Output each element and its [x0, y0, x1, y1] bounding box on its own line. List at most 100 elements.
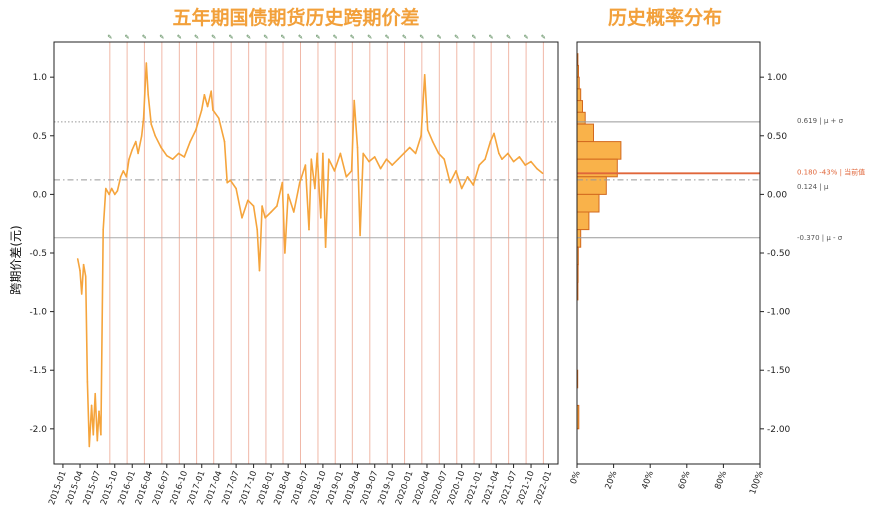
spread-data-point — [98, 410, 100, 413]
spread-data-point — [229, 179, 232, 182]
roll-marker-label: ✎ — [177, 34, 182, 41]
spread-data-point — [125, 176, 128, 178]
roll-marker-label: ✎ — [246, 34, 251, 41]
y-tick-label: -1.0 — [29, 308, 47, 318]
spread-data-point — [145, 62, 148, 64]
y-tick-label: -0.5 — [29, 249, 47, 259]
y-tick-label: 1.0 — [33, 73, 48, 83]
spread-data-point — [478, 164, 481, 166]
spread-data-point — [324, 246, 327, 248]
spread-data-point — [333, 170, 336, 172]
spread-data-point — [512, 160, 515, 163]
spread-data-point — [154, 135, 156, 137]
spread-data-point — [507, 152, 509, 155]
spread-data-point — [226, 181, 228, 184]
spread-data-point — [353, 99, 356, 102]
spread-data-point — [368, 160, 370, 163]
hist-x-tick-label: 20% — [604, 470, 620, 491]
roll-marker-label: ✎ — [419, 34, 424, 41]
spread-data-point — [501, 158, 503, 160]
histogram-bar — [576, 88, 582, 102]
y-tick-label: 0.0 — [33, 190, 48, 200]
roll-marker-label: ✎ — [229, 34, 234, 41]
roll-marker-label: ✎ — [541, 34, 546, 41]
spread-data-point — [105, 187, 107, 190]
spread-data-point — [322, 152, 324, 155]
spread-data-point — [200, 109, 203, 111]
roll-marker-label: ✎ — [159, 34, 164, 41]
spread-data-point — [524, 164, 527, 166]
spread-data-point — [110, 187, 113, 190]
spread-data-point — [472, 184, 475, 186]
hist-x-tick-label: 60% — [677, 470, 693, 491]
spread-data-point — [276, 205, 278, 207]
spread-data-point — [304, 164, 307, 166]
spread-data-point — [247, 199, 249, 202]
spread-data-point — [284, 252, 286, 254]
roll-marker-label: ✎ — [524, 34, 529, 41]
spread-data-point — [310, 158, 313, 160]
spread-data-point — [166, 154, 168, 157]
distribution-plot: 0.619 | μ + σ 0.124 | μ -0.370 | μ - σ 0.18… — [569, 41, 865, 496]
spread-data-point — [86, 381, 89, 383]
spread-data-point — [431, 140, 434, 143]
hist-reference-label: -0.370 | μ - σ — [797, 234, 843, 242]
spread-data-point — [466, 176, 469, 178]
spread-data-point — [308, 228, 310, 231]
hist-y-tick-label: 0.50 — [767, 132, 787, 142]
spread-data-point — [82, 263, 85, 266]
roll-marker-label: ✎ — [454, 34, 459, 41]
spread-data-point — [359, 234, 361, 237]
spread-data-point — [258, 269, 261, 272]
spread-data-point — [150, 123, 152, 125]
spread-data-point — [408, 146, 411, 149]
spread-data-point — [76, 258, 79, 260]
spread-data-point — [518, 156, 521, 158]
histogram-bar — [576, 141, 622, 160]
y-tick-label: -2.0 — [29, 425, 47, 435]
spread-data-point — [350, 170, 353, 172]
spread-data-point — [100, 433, 102, 436]
spread-data-point — [203, 94, 206, 96]
roll-marker-label: ✎ — [298, 34, 303, 41]
roll-marker-label: ✎ — [194, 34, 199, 41]
spread-data-point — [437, 152, 440, 155]
roll-marker-label: ✎ — [437, 34, 442, 41]
spread-data-point — [379, 167, 382, 170]
spread-data-point — [147, 94, 149, 96]
roll-marker-label: ✎ — [125, 34, 130, 41]
hist-y-tick-label: 0.00 — [767, 190, 787, 200]
spread-data-point — [362, 152, 365, 155]
roll-marker-label: ✎ — [107, 34, 112, 41]
histogram-bar — [576, 211, 590, 231]
spread-data-point — [391, 164, 394, 166]
spread-data-point — [160, 146, 162, 149]
roll-marker-label: ✎ — [142, 34, 147, 41]
spread-data-point — [142, 117, 145, 119]
roll-marker-label: ✎ — [350, 34, 355, 41]
spread-data-point — [339, 152, 342, 155]
hist-y-tick-label: -1.00 — [767, 308, 791, 318]
spread-data-point — [195, 129, 197, 131]
spread-data-point — [252, 205, 255, 207]
roll-marker-label: ✎ — [211, 34, 216, 41]
spread-data-point — [102, 228, 104, 231]
spread-data-point — [171, 158, 174, 160]
spread-data-point — [345, 176, 348, 178]
hist-y-tick-label: -2.00 — [767, 425, 791, 435]
spread-data-point — [137, 152, 139, 155]
spread-data-point — [426, 129, 429, 131]
roll-marker-label: ✎ — [472, 34, 477, 41]
roll-marker-label: ✎ — [367, 34, 372, 41]
spread-data-point — [256, 228, 259, 231]
spread-data-point — [320, 217, 322, 219]
spread-data-point — [443, 158, 446, 160]
spread-data-point — [96, 439, 99, 442]
spread-data-point — [119, 176, 122, 178]
y-axis-label: 跨期价差(元) — [9, 225, 23, 294]
spread-data-point — [210, 90, 212, 92]
spread-data-point — [449, 181, 451, 184]
hist-x-tick-label: 80% — [713, 470, 729, 491]
roll-marker-label: ✎ — [315, 34, 320, 41]
